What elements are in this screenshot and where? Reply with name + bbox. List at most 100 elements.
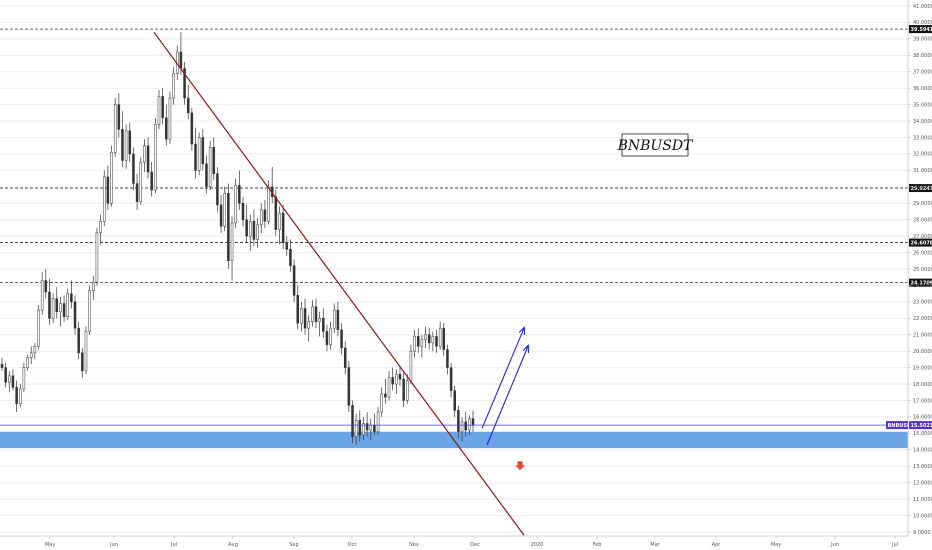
candle [154, 117, 157, 194]
candle-body [347, 367, 351, 406]
y-tick-label: 29.0000 [913, 201, 932, 207]
candle [347, 361, 351, 413]
candle-body [172, 73, 175, 99]
candle-body [376, 411, 380, 432]
candle-body [263, 209, 267, 222]
candle [208, 140, 212, 191]
candle [102, 170, 106, 227]
candle [325, 324, 329, 352]
candle-body [343, 347, 347, 368]
candle [73, 295, 77, 335]
candle-body [99, 221, 102, 234]
candle [398, 365, 402, 386]
x-tick-label: Jun [830, 542, 839, 548]
time-axis[interactable]: May Jun Jul Aug Sep Oct Nov Dec 2020 Feb Mar Apr May… [0, 535, 908, 548]
candle-body [259, 209, 263, 225]
level-tag-label: 29.9247 [911, 186, 932, 192]
y-tick-label: 37.0000 [913, 70, 932, 76]
candle-body [106, 176, 110, 204]
candle-body [325, 331, 329, 345]
candle-body [468, 418, 471, 431]
candle-body [11, 375, 15, 388]
candle [0, 357, 4, 371]
candle [106, 165, 110, 210]
level-tag-label: 26.6078 [911, 240, 932, 246]
plot-area[interactable] [0, 0, 908, 536]
candle-body [197, 137, 201, 171]
candle [395, 369, 398, 394]
candle [183, 61, 186, 105]
x-tick-label: Jun [109, 542, 118, 548]
y-tick-label: 31.0000 [913, 168, 932, 174]
candle [8, 370, 11, 393]
candle-body [95, 232, 99, 283]
candle-body [92, 281, 95, 291]
candle-body [442, 327, 446, 350]
candle [234, 178, 237, 228]
candle-body [380, 393, 383, 413]
level-tag-label: 39.5941 [911, 27, 932, 33]
candle [311, 300, 314, 327]
candle-body [150, 171, 153, 191]
candle [435, 329, 438, 353]
candle [362, 416, 365, 440]
candle-body [336, 309, 340, 331]
candle [40, 272, 44, 316]
candle [252, 209, 256, 246]
candle [358, 410, 362, 442]
candle [33, 342, 37, 360]
y-tick-label: 14.0000 [913, 448, 932, 454]
candle [416, 328, 420, 353]
projection-arrow-up [486, 346, 528, 446]
candle-body [4, 367, 7, 383]
candle-body [117, 104, 121, 130]
candle [143, 139, 146, 173]
candle-body [373, 424, 376, 432]
down-arrow [515, 461, 525, 471]
candle [340, 323, 343, 355]
x-tick-label: Aug [228, 542, 238, 548]
x-tick-label: 2020 [531, 542, 544, 548]
candle-body [15, 387, 18, 405]
candle-body [168, 97, 172, 140]
candle-body [413, 336, 416, 352]
y-tick-label: 10.0000 [913, 513, 932, 519]
candle-body [322, 318, 325, 332]
candle-body [274, 196, 278, 230]
candle-body [318, 318, 321, 322]
candle-body [351, 405, 354, 437]
candle-body [402, 378, 405, 401]
y-tick-label: 22.0000 [913, 316, 932, 322]
candle-body [216, 173, 219, 206]
candle [172, 66, 175, 105]
candle-body [66, 293, 69, 317]
price-axis[interactable]: 41.0000 40.0000 39.0000 38.0000 37.0000 36.00… [907, 0, 932, 536]
candle-body [128, 130, 132, 155]
y-tick-label: 40.0000 [913, 20, 932, 26]
candle [216, 167, 219, 212]
symbol-tag [886, 421, 908, 430]
candle [135, 173, 139, 210]
y-tick-label: 13.0000 [913, 464, 932, 470]
candle [51, 293, 55, 324]
candle [190, 107, 194, 151]
symbol-title-box: BNBUSDT [617, 133, 694, 157]
y-tick-label: 26.0000 [913, 250, 932, 256]
candle-body [102, 176, 106, 222]
candle-body [395, 373, 398, 385]
candle [241, 196, 245, 227]
candle-body [281, 212, 285, 243]
candle [44, 269, 48, 299]
candle [92, 275, 95, 301]
candle-body [190, 112, 194, 145]
candle-body [124, 130, 128, 161]
candle-body [81, 352, 84, 372]
candle-body [77, 327, 80, 354]
candle [29, 346, 33, 365]
candle-body [139, 161, 142, 202]
candle-body [362, 423, 365, 436]
candle-body [285, 242, 289, 250]
candle [19, 384, 22, 408]
